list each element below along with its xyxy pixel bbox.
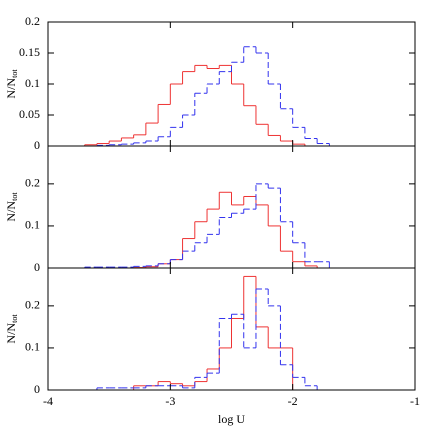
y-tick-label: 0.1: [25, 76, 40, 90]
y-axis-label-main: N/N: [4, 201, 18, 222]
y-tick-label: 0.15: [19, 45, 40, 59]
y-axis-label-sub: tot: [10, 192, 19, 201]
y-axis-label: N/Ntot: [4, 314, 19, 344]
y-tick-label: 0.2: [25, 298, 40, 312]
y-axis-label-main: N/N: [4, 78, 18, 99]
y-tick-label: 0.05: [19, 107, 40, 121]
y-axis-label: N/Ntot: [4, 69, 19, 99]
y-tick-label: 0: [34, 138, 40, 152]
y-tick-label: 0.2: [25, 176, 40, 190]
y-axis-label-sub: tot: [10, 69, 19, 78]
panel-frame: [47, 267, 416, 391]
x-tick-label: -1: [410, 394, 420, 408]
y-tick-label: 0: [34, 260, 40, 274]
y-tick-label: 0: [34, 382, 40, 396]
y-tick-label: 0.1: [25, 218, 40, 232]
y-axis-label-main: N/N: [4, 323, 18, 344]
y-axis-label: N/Ntot: [4, 192, 19, 222]
x-axis-label: log U: [218, 412, 245, 426]
y-axis-label-sub: tot: [10, 314, 19, 323]
y-tick-label: 0.2: [25, 14, 40, 28]
x-tick-label: -4: [43, 394, 53, 408]
x-tick-label: -3: [165, 394, 175, 408]
x-tick-label: -2: [288, 394, 298, 408]
panel-frame: [47, 145, 416, 269]
y-tick-label: 0.1: [25, 340, 40, 354]
